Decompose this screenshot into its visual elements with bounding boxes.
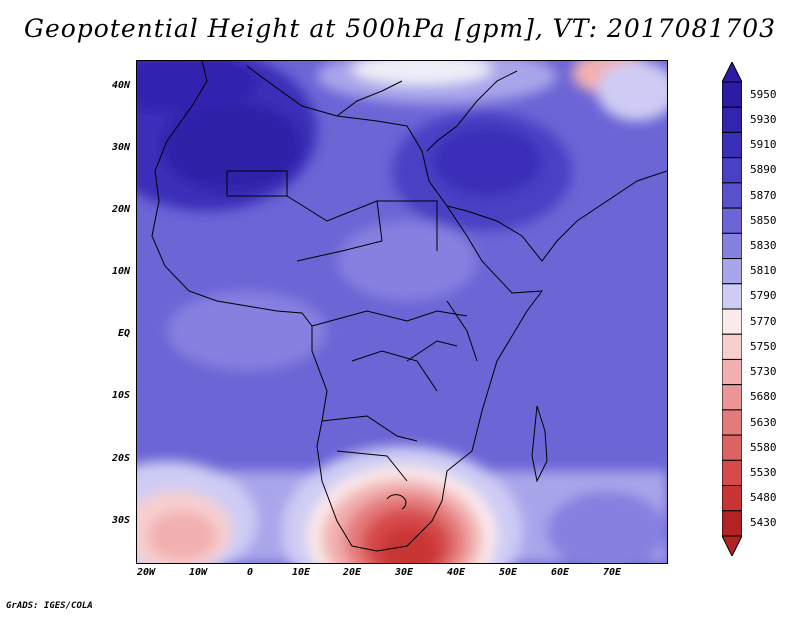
colorbar-swatch: [722, 106, 742, 133]
colorbar-label: 5770: [750, 314, 777, 328]
lon-label: 10W: [188, 567, 208, 578]
colorbar-swatch: [722, 182, 742, 209]
colorbar-label: 5930: [750, 112, 777, 126]
colorbar-label: 5530: [750, 465, 777, 479]
lon-label: 20W: [136, 567, 156, 578]
colorbar-swatch: [722, 485, 742, 512]
lat-label: 20S: [111, 453, 130, 464]
lon-label: 30E: [394, 567, 414, 578]
colorbar-label: 5810: [750, 264, 777, 278]
map-plot-area: [136, 60, 668, 564]
lat-label: 20N: [111, 204, 130, 215]
credit-text: GrADS: IGES/COLA: [6, 601, 93, 611]
colorbar-label: 5910: [750, 138, 777, 152]
lat-label: 40N: [111, 80, 130, 91]
lon-label: 20E: [342, 567, 362, 578]
colorbar-label: 5870: [750, 188, 777, 202]
lon-label: 70E: [602, 567, 622, 578]
colorbar-label: 5480: [750, 491, 777, 505]
lon-label: 50E: [498, 567, 518, 578]
colorbar-label: 5730: [750, 365, 777, 379]
colorbar-label: 5680: [750, 390, 777, 404]
colorbar-swatch: [722, 283, 742, 310]
colorbar-top-arrow: [722, 62, 742, 83]
colorbar-label: 5850: [750, 213, 777, 227]
lon-label: 0: [246, 567, 254, 578]
colorbar-label: 5750: [750, 339, 777, 353]
colorbar-label: 5890: [750, 163, 777, 177]
colorbar-swatch: [722, 333, 742, 360]
lon-label: 60E: [550, 567, 570, 578]
lat-label: 30S: [111, 515, 130, 526]
colorbar-swatch: [722, 81, 742, 108]
colorbar-swatch: [722, 131, 742, 159]
colorbar-label: 5430: [750, 516, 777, 530]
colorbar-swatch: [722, 409, 742, 436]
colorbar-swatch: [722, 258, 742, 285]
colorbar-swatch: [722, 510, 742, 537]
colorbar-swatch: [722, 358, 742, 386]
contour-field: [137, 61, 667, 563]
colorbar-bottom-arrow: [722, 535, 742, 556]
colorbar: [722, 62, 742, 556]
colorbar-swatch: [722, 207, 742, 234]
lat-label: 30N: [111, 142, 130, 153]
coastlines: [151, 61, 667, 552]
lat-label: 10S: [111, 390, 130, 401]
colorbar-label: 5580: [750, 440, 777, 454]
colorbar-swatch: [722, 157, 742, 184]
colorbar-swatch: [722, 459, 742, 487]
lon-label: 40E: [446, 567, 466, 578]
lat-label: 10N: [111, 266, 130, 277]
colorbar-swatch: [722, 384, 742, 411]
colorbar-swatch: [722, 308, 742, 335]
colorbar-swatch: [722, 434, 742, 461]
colorbar-swatch: [722, 232, 742, 260]
colorbar-label: 5950: [750, 87, 777, 101]
colorbar-label: 5790: [750, 289, 777, 303]
lon-label: 10E: [291, 567, 311, 578]
colorbar-label: 5630: [750, 415, 777, 429]
lat-label: EQ: [117, 328, 130, 339]
map-title: Geopotential Height at 500hPa [gpm], VT:…: [23, 14, 777, 43]
colorbar-label: 5830: [750, 238, 777, 252]
